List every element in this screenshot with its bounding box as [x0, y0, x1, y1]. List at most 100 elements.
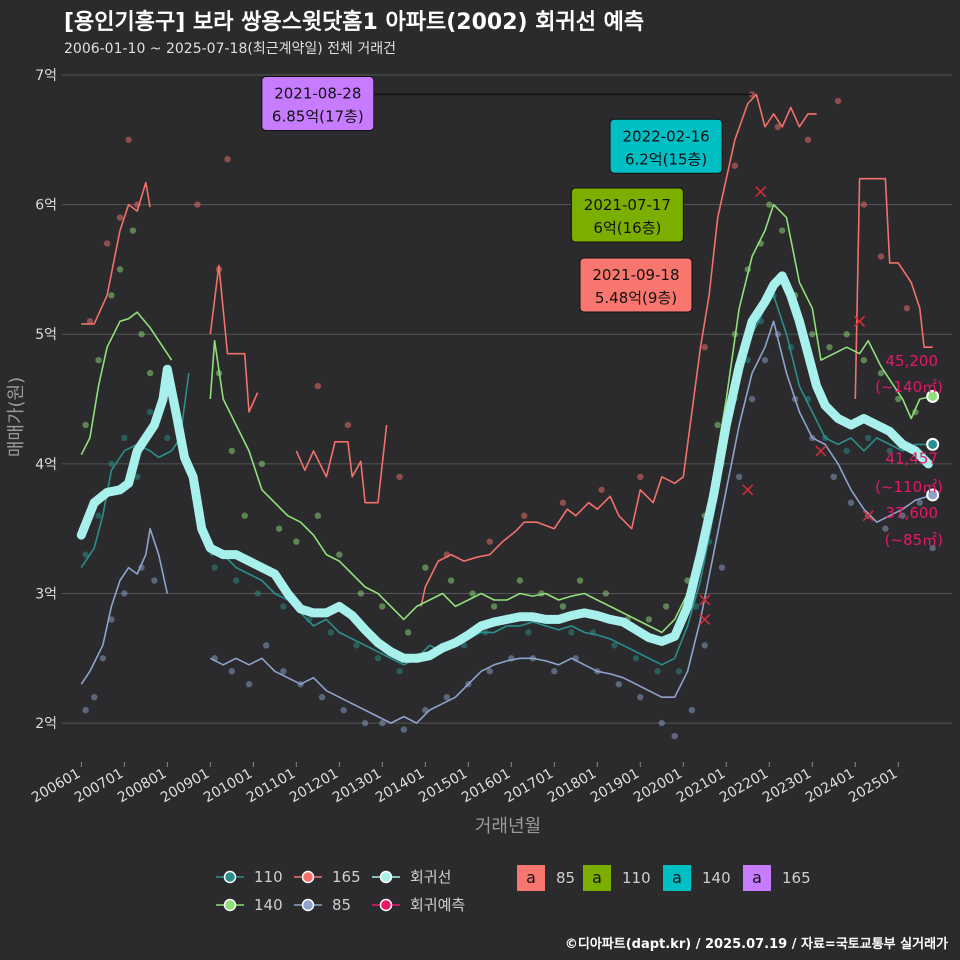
- scatter-point-s165: [194, 201, 201, 208]
- scatter-point-s110: [525, 629, 532, 636]
- scatter-point-s85: [658, 719, 665, 727]
- series-line-165: [295, 424, 388, 504]
- scatter-point-s165: [116, 214, 124, 221]
- x-tick-label: 201801: [545, 766, 599, 807]
- annotation-ann140: 2022-02-16 6.2억(15층): [609, 118, 723, 174]
- scatter-point-s110: [654, 668, 661, 675]
- scatter-point-s85: [400, 726, 408, 733]
- legend-label: 165: [332, 868, 361, 886]
- legend-item-회귀선: 회귀선: [372, 868, 451, 886]
- scatter-point-s140: [516, 577, 524, 584]
- scatter-point-s110: [374, 655, 382, 662]
- series-line-140: [209, 203, 933, 634]
- scatter-point-s110: [675, 668, 683, 675]
- scatter-point-s140: [336, 551, 343, 558]
- scatter-point-s110: [692, 603, 700, 610]
- x-tick-label: 200601: [29, 766, 83, 807]
- annotation-box: [579, 257, 693, 313]
- legend-box-label: 140: [702, 869, 731, 887]
- scatter-point-s140: [778, 227, 786, 234]
- y-tick-label: 3억: [35, 586, 57, 602]
- scatter-layer: [82, 91, 936, 740]
- prediction-x-mark: [862, 510, 874, 522]
- scatter-point-s165: [125, 136, 132, 143]
- legend: 110 165 회귀선 140 85 회귀예측 a 85 a 110 a 140 a 165: [216, 865, 811, 914]
- scatter-point-s165: [598, 486, 605, 493]
- end-point-s140: [926, 389, 940, 403]
- scatter-point-s140: [275, 525, 283, 532]
- x-tick-label: 201101: [244, 766, 298, 807]
- scatter-point-s85: [916, 499, 923, 506]
- scatter-point-s140: [843, 331, 850, 338]
- scatter-point-s85: [929, 544, 936, 552]
- legend-marker: [223, 898, 237, 912]
- scatter-point-s85: [151, 577, 158, 584]
- legend-label: 회귀선: [410, 868, 451, 886]
- scatter-point-s165: [701, 343, 708, 351]
- legend-glyph: a: [592, 868, 602, 887]
- annotation-box: [570, 187, 684, 243]
- legend-marker: [379, 870, 393, 884]
- scatter-point-s85: [486, 668, 494, 675]
- legend-label: 140: [254, 896, 283, 914]
- prediction-x-mark: [853, 315, 866, 327]
- scatter-point-s85: [615, 681, 622, 688]
- x-tick-label: 202301: [760, 766, 814, 807]
- scatter-point-s110: [396, 668, 403, 675]
- scatter-point-s140: [379, 603, 386, 610]
- scatter-point-s110: [232, 577, 240, 584]
- scatter-point-s85: [91, 693, 98, 701]
- legend-glyph: a: [672, 868, 682, 887]
- legend-box-85: a 85: [517, 865, 575, 891]
- scatter-point-s110: [121, 434, 128, 442]
- x-tick-label: 200701: [72, 766, 126, 807]
- scatter-point-s110: [108, 460, 115, 468]
- scatter-point-s140: [490, 603, 498, 610]
- x-axis-title: 거래년월: [475, 816, 541, 837]
- series-line-110: [210, 294, 933, 666]
- legend-label: 110: [254, 868, 283, 886]
- scatter-point-s165: [637, 473, 644, 481]
- scatter-point-s85: [735, 473, 743, 481]
- annotation-date: 2021-08-28: [274, 84, 361, 102]
- scatter-point-s165: [774, 123, 782, 131]
- annotation-price: 6억(16층): [593, 219, 661, 237]
- x-tick-label: 202001: [631, 766, 685, 807]
- annotation-layer: 2021-08-286.85억(17층)2022-02-166.2억(15층)2…: [261, 75, 753, 313]
- legend-swatch: [517, 865, 545, 891]
- prediction-x-mark: [755, 186, 767, 198]
- scatter-point-s165: [224, 156, 231, 163]
- series-line-165: [81, 181, 151, 325]
- prediction-x-mark: [699, 613, 711, 625]
- scatter-point-s165: [731, 162, 739, 169]
- scatter-point-s165: [860, 201, 868, 208]
- prediction-area: (~140㎡): [875, 378, 943, 396]
- scatter-point-s140: [809, 331, 816, 338]
- prediction-x-mark: [815, 445, 827, 457]
- scatter-point-s140: [860, 356, 868, 364]
- x-tick-label: 200801: [115, 766, 169, 807]
- x-tick-label: 201301: [330, 766, 384, 807]
- scatter-point-s140: [447, 577, 455, 584]
- legend-item-85: 85: [294, 896, 351, 914]
- scatter-point-s110: [744, 356, 751, 364]
- scatter-point-s140: [714, 421, 721, 429]
- scatter-point-s85: [671, 732, 678, 740]
- scatter-point-s85: [701, 642, 708, 649]
- x-tick-label: 202401: [803, 766, 857, 807]
- scatter-point-s165: [314, 382, 322, 390]
- prediction-x-mark: [742, 484, 754, 496]
- series-line-165: [420, 93, 817, 607]
- scatter-point-s85: [99, 655, 107, 662]
- scatter-point-s140: [293, 538, 300, 545]
- end-point-s110: [926, 437, 940, 451]
- scatter-point-s110: [568, 629, 575, 636]
- scatter-point-s140: [469, 590, 476, 597]
- scatter-point-s110: [353, 642, 360, 649]
- legend-marker: [223, 870, 237, 884]
- y-tick-label: 2억: [35, 716, 57, 732]
- annotation-price: 5.48억(9층): [595, 289, 677, 307]
- scatter-point-s140: [95, 356, 102, 364]
- legend-item-140: 140: [216, 896, 283, 914]
